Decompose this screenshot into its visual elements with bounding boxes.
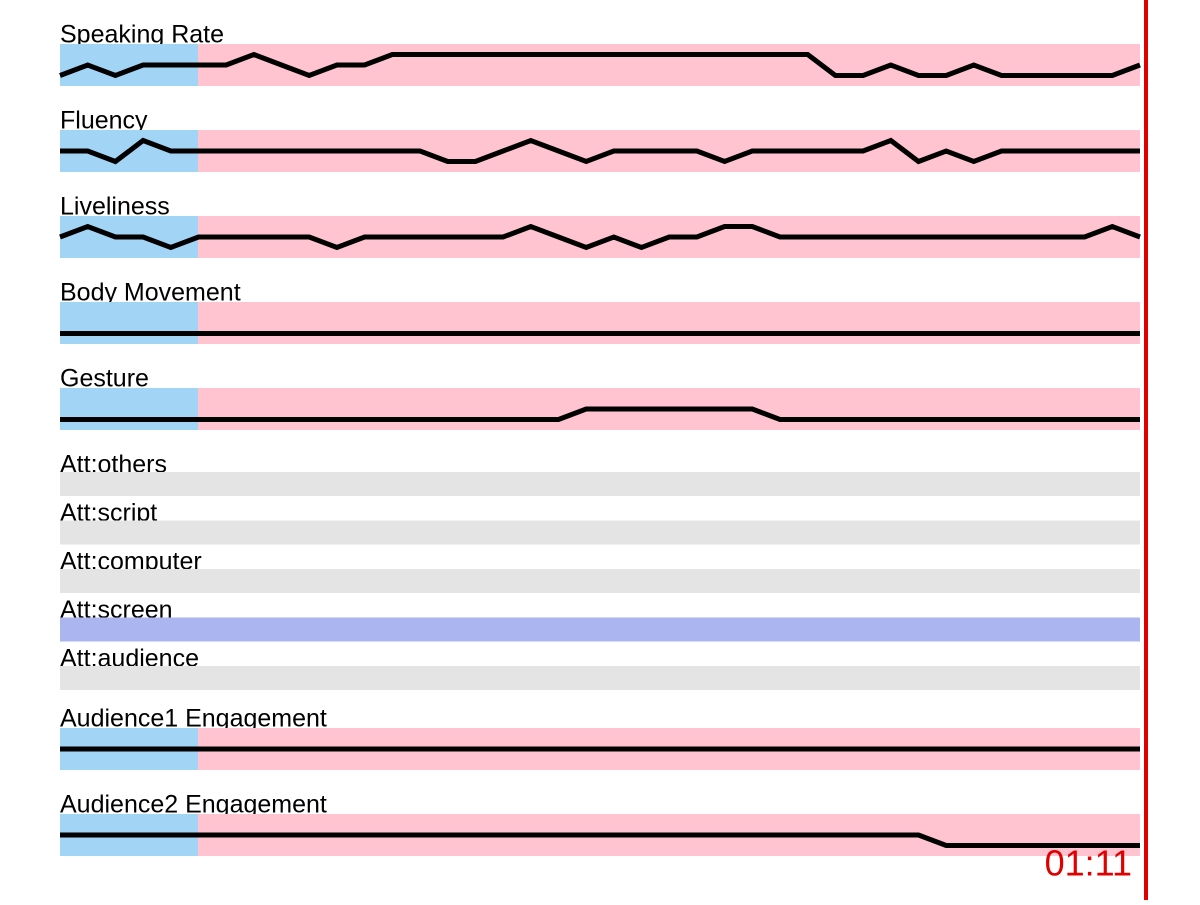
track-line <box>60 406 1140 422</box>
attention-bar <box>60 617 1140 642</box>
attention-bar <box>60 569 1140 593</box>
attention-bar <box>60 472 1140 496</box>
track-band <box>60 302 1140 344</box>
track-line <box>60 832 1140 848</box>
time-label: 01:11 <box>1045 843 1132 884</box>
track-line <box>60 137 1140 165</box>
track-line <box>59 51 1141 79</box>
attention-bar <box>60 520 1140 545</box>
track-label: Speaking Rate <box>60 21 224 49</box>
track-label: Audience1 Engagement <box>60 705 327 733</box>
track-highlight <box>60 388 198 430</box>
track-highlight <box>60 302 198 344</box>
attention-bar <box>60 666 1140 690</box>
track-label: Fluency <box>60 107 148 135</box>
track-label: Gesture <box>60 365 149 393</box>
track-label: Liveliness <box>60 193 170 221</box>
track-label: Audience2 Engagement <box>60 791 327 819</box>
track-line <box>59 223 1141 251</box>
track-band <box>60 44 1140 86</box>
track-label: Body Movement <box>60 279 241 307</box>
